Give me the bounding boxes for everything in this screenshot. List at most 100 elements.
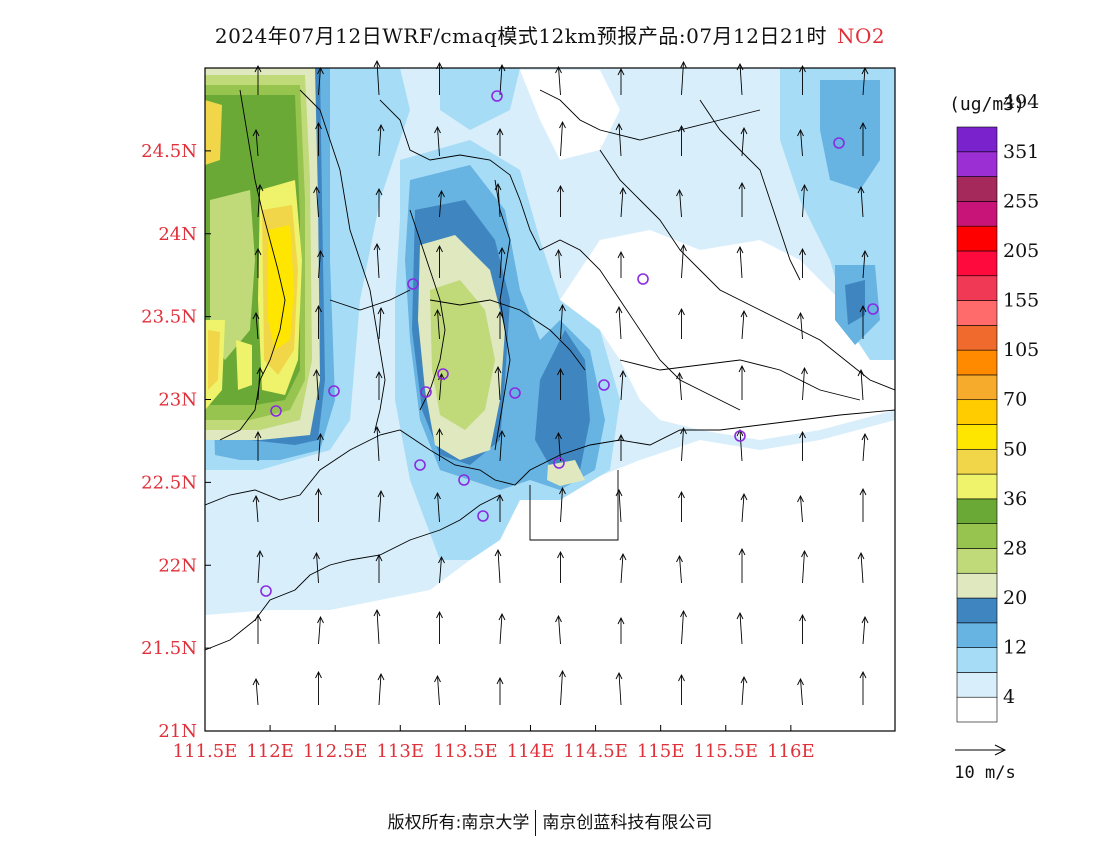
legend-swatch — [956, 647, 998, 673]
wind-arrowhead — [678, 673, 685, 682]
wind-arrowhead — [859, 121, 867, 130]
y-tick-label: 24.5N — [141, 141, 197, 162]
wind-arrow — [741, 493, 745, 523]
wind-arrowhead — [736, 611, 744, 620]
wind-arrow — [497, 183, 501, 218]
legend-swatch — [956, 424, 998, 450]
wind-arrowhead — [254, 247, 262, 256]
wind-arrowhead — [557, 367, 564, 376]
wind-arrow — [618, 123, 622, 157]
station-marker — [833, 137, 845, 149]
wind-arrowhead — [619, 369, 627, 378]
wind-arrowhead — [617, 433, 625, 442]
wind-arrowhead — [859, 670, 867, 679]
wind-arrow — [681, 427, 684, 462]
wind-arrowhead — [676, 188, 683, 197]
wind-arrowhead — [738, 181, 746, 190]
wind-arrow — [860, 186, 864, 218]
legend-swatch — [956, 176, 998, 202]
wind-arrowhead — [680, 60, 687, 69]
legend-swatch — [956, 201, 998, 227]
legend-swatch — [956, 300, 998, 326]
station-marker — [260, 585, 272, 597]
wind-arrowhead — [377, 672, 385, 681]
wind-arrow — [376, 609, 380, 645]
wind-arrowhead — [801, 183, 808, 192]
wind-arrowhead — [617, 616, 625, 625]
wind-arrowhead — [861, 615, 869, 624]
wind-arrow — [499, 430, 503, 462]
wind-arrow — [802, 367, 805, 401]
legend-label: 351 — [1003, 141, 1039, 163]
wind-arrowhead — [615, 122, 623, 131]
wind-arrow — [800, 312, 803, 340]
wind-arrow — [560, 304, 563, 340]
wind-arrow — [620, 370, 624, 401]
wind-arrowhead — [557, 550, 564, 559]
legend-swatch — [956, 374, 998, 401]
wind-arrow — [318, 616, 321, 645]
wind-arrowhead — [252, 494, 260, 503]
wind-arrowhead — [555, 65, 562, 74]
wind-arrowhead — [494, 182, 502, 191]
wind-arrow — [800, 495, 803, 523]
wind-arrow — [739, 612, 743, 645]
wind-arrowhead — [680, 426, 687, 435]
legend-label: 255 — [1003, 190, 1039, 212]
wind-arrow — [862, 250, 866, 279]
wind-arrowhead — [496, 676, 504, 685]
legend-swatch — [956, 572, 998, 599]
wind-arrowhead — [252, 128, 260, 137]
wind-arrow — [739, 429, 743, 462]
wind-arrowhead — [317, 249, 324, 258]
wind-arrow — [558, 66, 561, 96]
wind-arrow — [316, 369, 319, 401]
wind-arrowhead — [736, 428, 744, 437]
wind-arrowhead — [375, 370, 383, 379]
legend-swatch — [956, 225, 998, 252]
wind-arrowhead — [377, 489, 385, 498]
wind-arrow — [681, 244, 684, 279]
wind-arrowhead — [678, 490, 685, 499]
wind-arrowhead — [377, 123, 385, 132]
wind-arrow — [499, 64, 503, 96]
legend-swatch — [956, 523, 998, 549]
wind-arrow — [560, 670, 563, 706]
legend-label: 36 — [1003, 488, 1027, 510]
wind-arrowhead — [799, 613, 806, 622]
wind-arrowhead — [799, 64, 806, 73]
wind-arrow — [257, 184, 261, 218]
color-legend: 4 12 20 28 36 50 70 105 155 205 255 351 494 — [956, 91, 1039, 723]
wind-arrow — [437, 126, 440, 157]
wind-arrow — [437, 675, 440, 706]
wind-arrow — [318, 250, 321, 279]
wind-arrowhead — [857, 368, 865, 377]
wind-arrowhead — [315, 670, 322, 679]
y-tick-label: 22.5N — [141, 472, 197, 493]
wind-arrowhead — [676, 371, 683, 380]
wind-arrowhead — [496, 493, 504, 502]
wind-arrowhead — [857, 185, 865, 194]
wind-arrow — [862, 433, 866, 462]
wind-arrowhead — [498, 429, 506, 438]
wind-arrow — [318, 433, 321, 462]
wind-arrow — [741, 676, 745, 706]
wind-arrow — [437, 309, 440, 340]
wind-arrow — [681, 610, 684, 645]
station-marker — [509, 387, 521, 399]
wind-legend-arrowhead — [994, 744, 1007, 756]
wind-arrow — [558, 249, 561, 279]
wind-arrowhead — [555, 614, 562, 623]
wind-arrowhead — [436, 610, 443, 619]
wind-arrow — [255, 495, 259, 523]
station-marker — [437, 368, 449, 380]
wind-arrowhead — [615, 305, 623, 314]
wind-arrowhead — [555, 248, 562, 257]
wind-arrowhead — [436, 61, 443, 70]
wind-arrowhead — [615, 671, 623, 680]
wind-arrow — [497, 549, 501, 584]
wind-arrowhead — [615, 488, 623, 497]
wind-arrowhead — [254, 64, 262, 73]
legend-swatch — [956, 275, 998, 301]
legend-label: 205 — [1003, 240, 1039, 262]
